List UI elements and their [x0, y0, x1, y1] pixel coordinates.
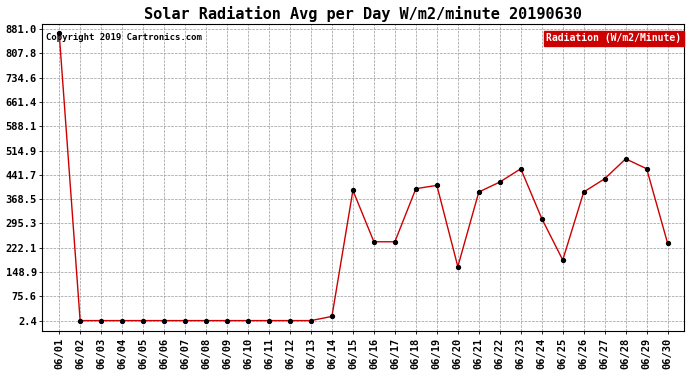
Title: Solar Radiation Avg per Day W/m2/minute 20190630: Solar Radiation Avg per Day W/m2/minute …: [144, 6, 582, 21]
Text: Radiation (W/m2/Minute): Radiation (W/m2/Minute): [546, 33, 681, 44]
Text: Copyright 2019 Cartronics.com: Copyright 2019 Cartronics.com: [46, 33, 201, 42]
